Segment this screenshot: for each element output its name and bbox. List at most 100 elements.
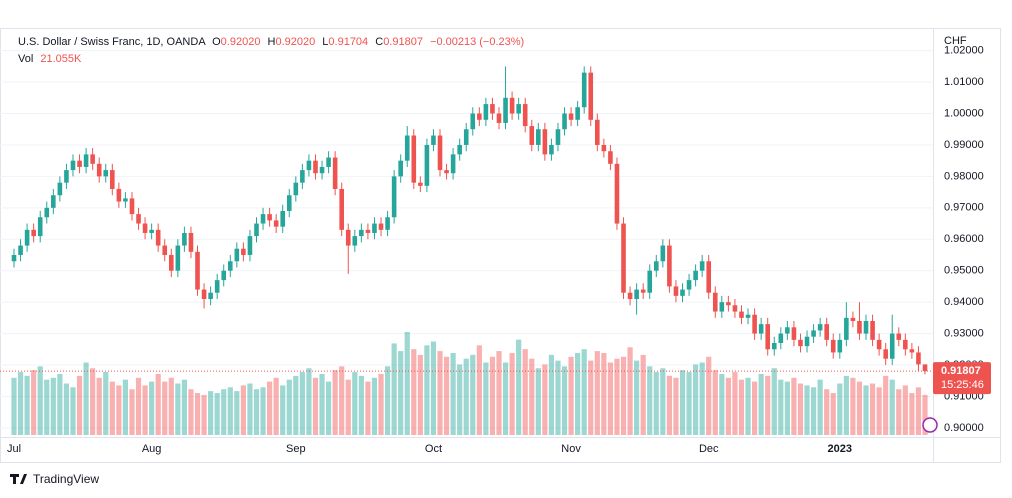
candle-body — [149, 229, 154, 233]
volume-bar — [37, 366, 43, 435]
candle-body — [300, 170, 305, 183]
event-marker — [922, 417, 938, 433]
volume-bar — [647, 366, 653, 435]
volume-bar — [581, 349, 587, 435]
volume-bar — [208, 391, 214, 435]
candle-body — [588, 72, 594, 120]
candle-body — [621, 223, 626, 293]
volume-bar — [450, 352, 456, 435]
volume-bar — [483, 362, 489, 435]
candle-body — [562, 113, 567, 130]
brand-name: TradingView — [33, 472, 99, 486]
volume-bar — [745, 377, 751, 435]
volume-bar — [253, 389, 260, 435]
volume-bar — [149, 381, 155, 435]
volume-bar — [109, 381, 115, 435]
volume-bar — [227, 387, 233, 435]
candle-body — [922, 364, 928, 372]
candle-body — [863, 320, 869, 334]
candle-body — [129, 198, 135, 215]
volume-bar — [817, 379, 823, 435]
volume-bar — [607, 362, 614, 435]
candle-body — [483, 104, 489, 120]
volume-bar — [568, 356, 574, 435]
volume-bar — [299, 372, 305, 435]
y-tick-label: 1.02000 — [944, 45, 984, 57]
candle-body — [699, 261, 705, 271]
candle-body — [719, 302, 725, 312]
volume-bar — [778, 379, 784, 435]
candle-body — [811, 330, 816, 337]
candle-body — [437, 135, 443, 171]
volume-bar — [765, 375, 771, 435]
volume-bar — [339, 366, 345, 435]
chart-frame — [0, 28, 1001, 463]
volume-bar — [673, 377, 679, 435]
volume-bar — [116, 385, 122, 435]
volume-bar — [876, 387, 882, 435]
volume-bar — [489, 356, 496, 435]
candle-body — [490, 104, 495, 114]
volume-bar — [332, 370, 338, 435]
volume-bar — [561, 366, 568, 435]
volume-bar — [437, 351, 443, 435]
candle-body — [503, 97, 508, 123]
candle-body — [234, 248, 240, 262]
candle-body — [44, 207, 50, 218]
volume-bar — [90, 368, 96, 435]
volume-bar — [640, 354, 646, 435]
candle-body — [142, 223, 148, 233]
candle-body — [575, 107, 580, 120]
currency-backdrop — [935, 30, 999, 52]
x-tick-label: 2023 — [828, 443, 852, 455]
volume-bar — [135, 377, 142, 435]
candle-body — [457, 144, 462, 155]
x-tick-label: Jul — [7, 443, 21, 455]
volume-bar — [843, 375, 849, 435]
volume-bar — [103, 372, 109, 435]
candle-body — [909, 349, 915, 353]
volume-bar — [273, 377, 279, 435]
candle-body — [18, 245, 23, 255]
candle-body — [516, 104, 521, 114]
x-tick-label: Oct — [425, 443, 442, 455]
x-tick-label: Dec — [699, 443, 719, 455]
candle-body — [765, 324, 771, 350]
candle-body — [162, 245, 168, 255]
volume-bar — [738, 379, 745, 435]
price-tag-countdown: 15:25:46 — [941, 379, 984, 391]
candle-body — [195, 251, 200, 290]
candle-body — [424, 144, 430, 186]
candle-body — [411, 135, 417, 183]
volume-bar — [856, 381, 863, 435]
volume-legend: Vol 21.055K — [18, 53, 82, 65]
candle-body — [241, 248, 246, 255]
volume-bar — [352, 372, 358, 435]
volume-bar — [76, 375, 83, 435]
candle-body — [221, 270, 227, 281]
y-tick-label: 1.00000 — [944, 107, 984, 119]
candle-body — [798, 339, 803, 347]
candle-body — [385, 217, 390, 230]
volume-bar — [306, 368, 312, 435]
volume-bar — [529, 358, 535, 435]
candle-body — [568, 113, 574, 120]
candle-body — [155, 229, 161, 246]
candle-body — [37, 217, 43, 237]
volume-bar — [162, 381, 168, 435]
y-tick-label: 0.93000 — [944, 327, 984, 339]
volume-bar — [11, 377, 17, 435]
volume-bar — [909, 393, 915, 435]
candle-body — [463, 129, 469, 145]
candle-body — [496, 113, 502, 123]
candle-body — [365, 229, 371, 233]
candle-body — [896, 333, 902, 340]
candle-body — [182, 232, 187, 246]
candle-body — [745, 314, 751, 318]
candle-body — [431, 135, 436, 145]
volume-bar — [516, 339, 522, 435]
volume-bar — [201, 394, 207, 435]
candle-body — [168, 254, 174, 271]
volume-bar — [791, 377, 797, 435]
volume-bar — [588, 360, 594, 435]
